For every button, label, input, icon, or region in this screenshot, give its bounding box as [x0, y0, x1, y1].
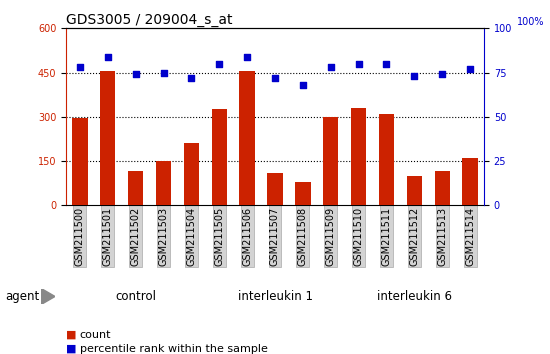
Point: [131, 72, 140, 77]
Point: [466, 66, 475, 72]
Text: ■: ■: [66, 330, 76, 339]
Text: interleukin 6: interleukin 6: [377, 290, 452, 303]
Point: [271, 75, 279, 81]
Point: [299, 82, 307, 88]
Bar: [323, 117, 338, 205]
Point: [159, 70, 168, 75]
Polygon shape: [41, 289, 55, 304]
Bar: [379, 114, 394, 205]
Text: control: control: [115, 290, 156, 303]
Point: [354, 61, 363, 67]
Bar: [184, 143, 199, 205]
Text: GDS3005 / 209004_s_at: GDS3005 / 209004_s_at: [66, 13, 233, 27]
Text: count: count: [80, 330, 111, 339]
Point: [187, 75, 196, 81]
Bar: [100, 71, 116, 205]
Point: [326, 64, 335, 70]
Bar: [267, 173, 283, 205]
Point: [438, 72, 447, 77]
Bar: [351, 108, 366, 205]
Bar: [434, 171, 450, 205]
Point: [75, 64, 84, 70]
Point: [382, 61, 391, 67]
Bar: [295, 182, 311, 205]
Point: [103, 54, 112, 59]
Text: 100%: 100%: [518, 17, 545, 27]
Text: agent: agent: [6, 290, 40, 303]
Bar: [72, 118, 87, 205]
Text: interleukin 1: interleukin 1: [238, 290, 312, 303]
Point: [243, 54, 251, 59]
Text: ■: ■: [66, 344, 76, 354]
Bar: [463, 158, 478, 205]
Bar: [239, 71, 255, 205]
Bar: [128, 171, 144, 205]
Point: [215, 61, 224, 67]
Bar: [406, 176, 422, 205]
Bar: [156, 161, 171, 205]
Bar: [212, 109, 227, 205]
Point: [410, 73, 419, 79]
Text: percentile rank within the sample: percentile rank within the sample: [80, 344, 268, 354]
